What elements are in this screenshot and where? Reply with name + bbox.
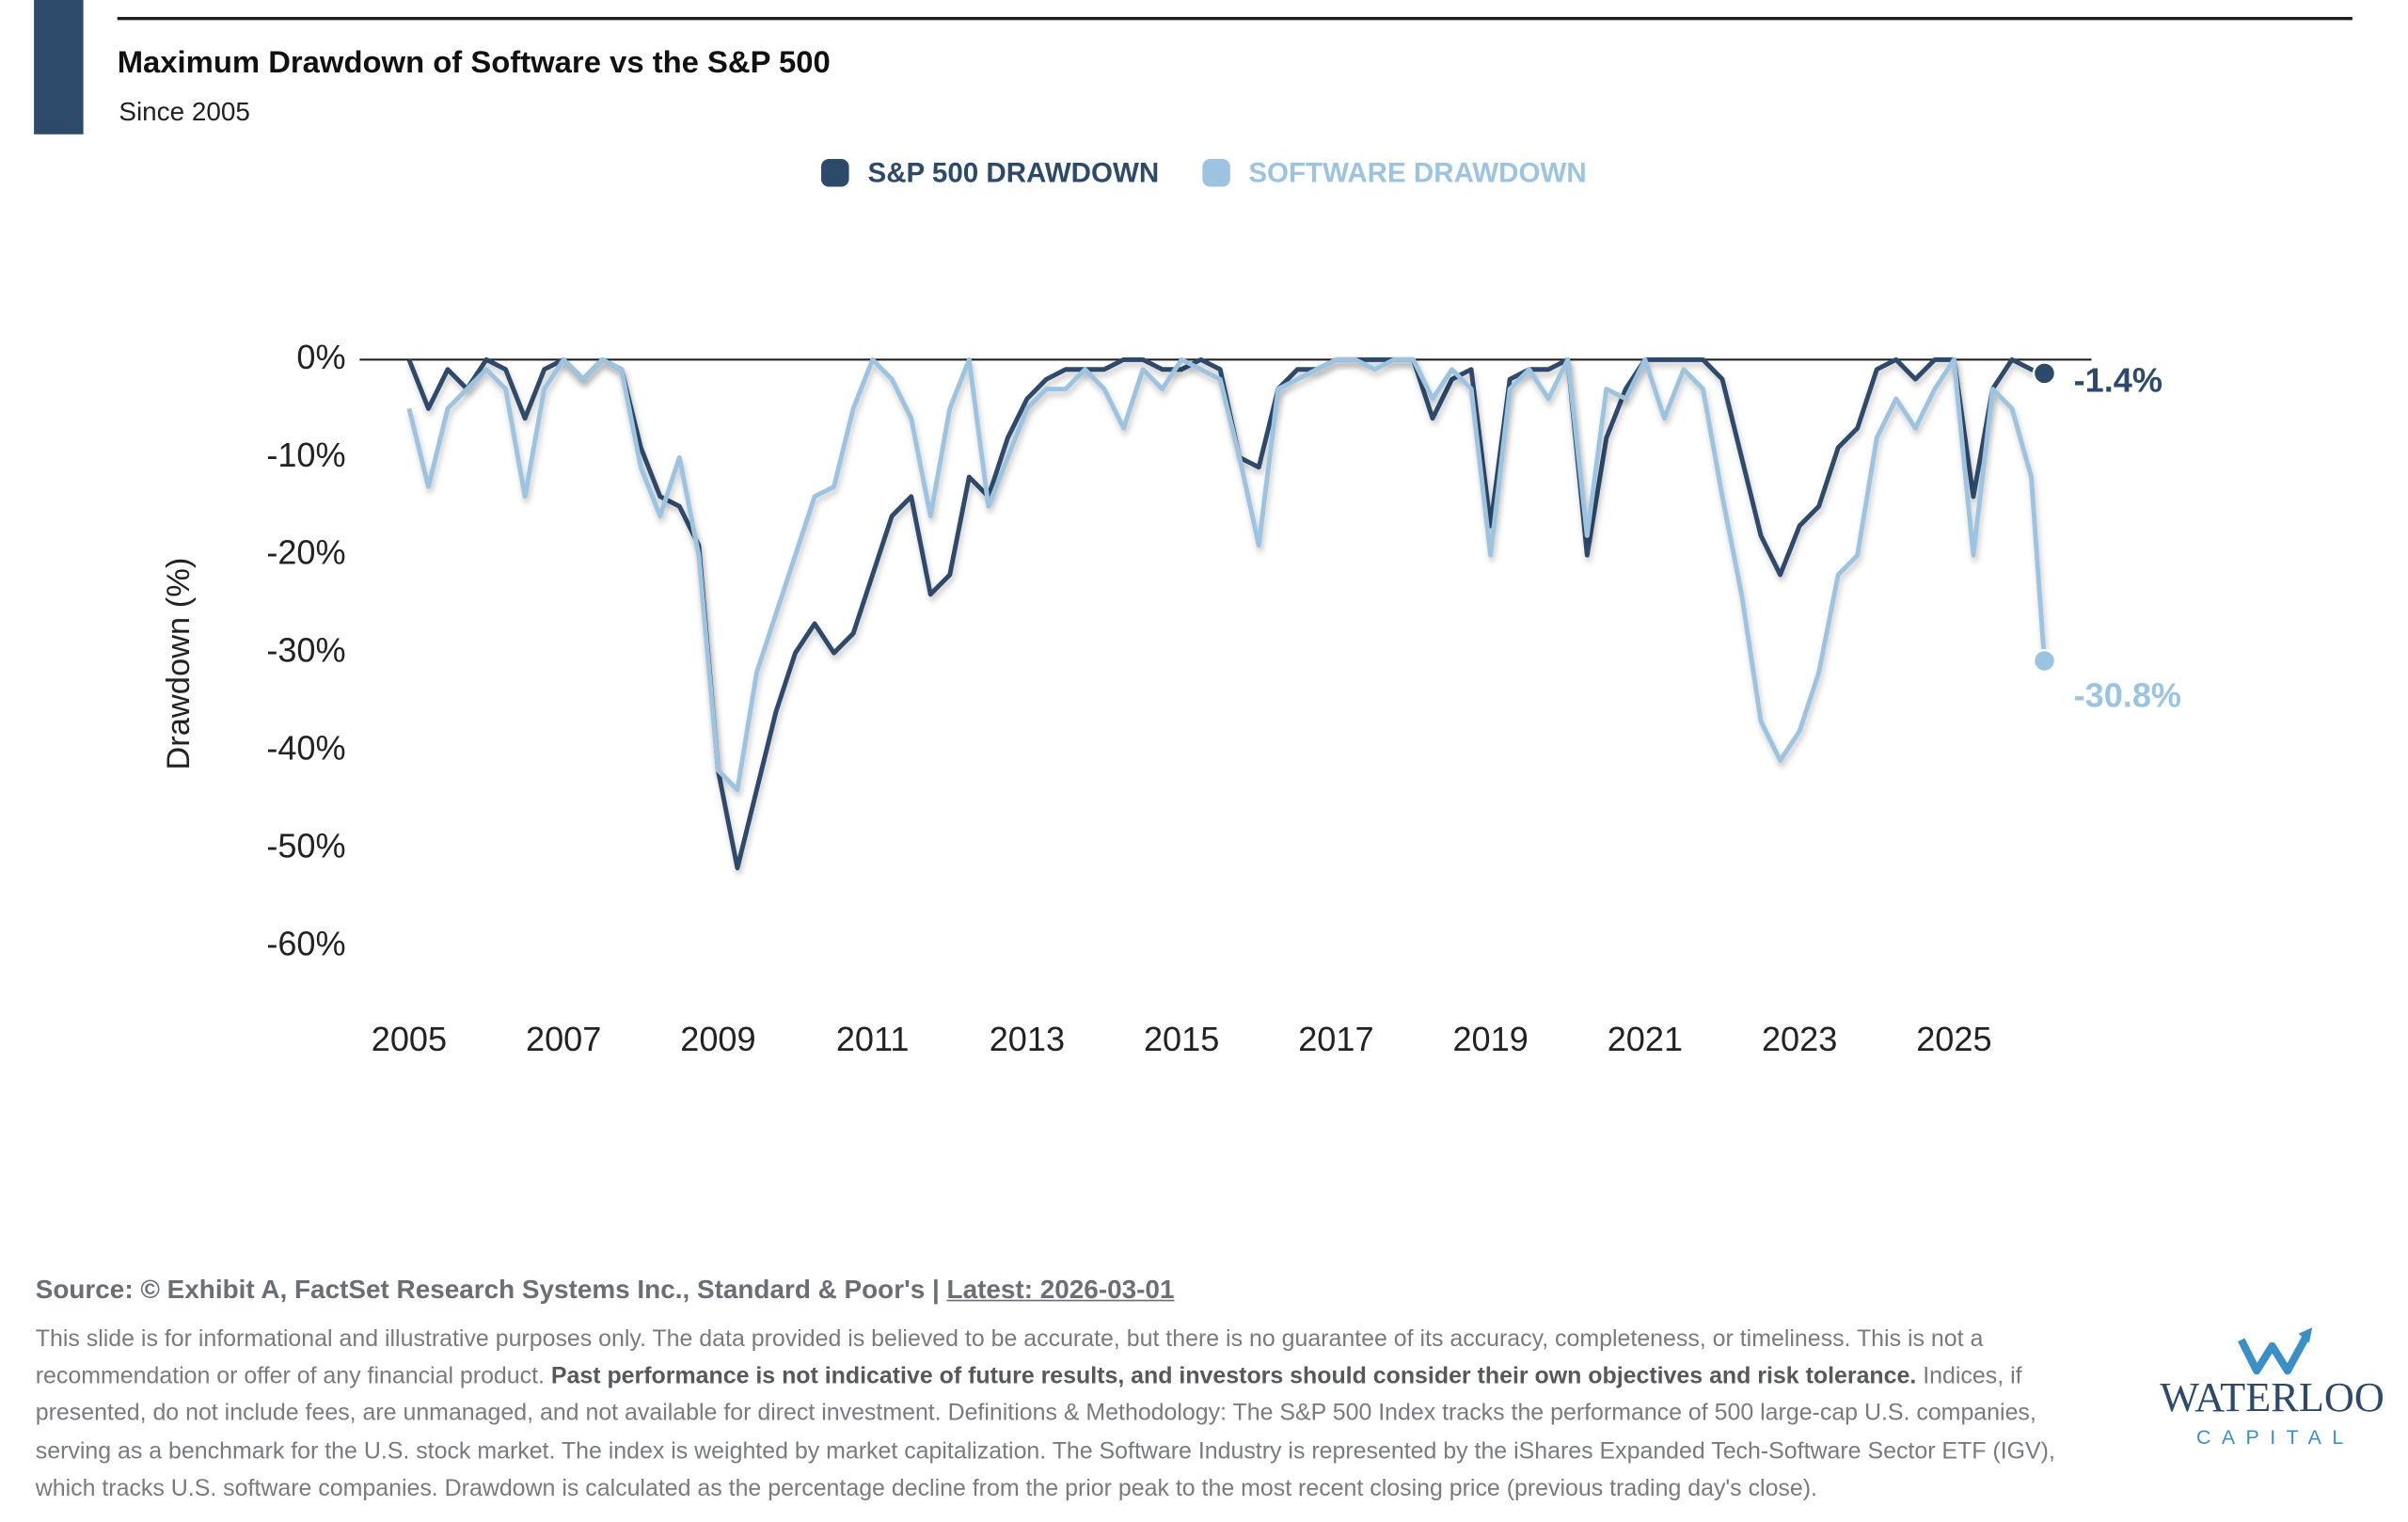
legend-swatch (821, 159, 849, 187)
x-tick-label: 2013 (990, 1020, 1065, 1058)
logo-name: WATERLOO (2160, 1374, 2384, 1420)
logo-sub: CAPITAL (2196, 1426, 2354, 1449)
chart: Drawdown (%) 0% -10% -20% -30% -40% -50% -60% 2… (161, 338, 2181, 1058)
legend-label: S&P 500 DRAWDOWN (867, 157, 1160, 189)
y-tick-label: -50% (266, 827, 345, 865)
end-dot (2032, 648, 2057, 674)
y-tick-label: -20% (266, 533, 345, 572)
disclaimer-bold: Past performance is not indicative of fu… (550, 1363, 1917, 1390)
x-tick-label: 2019 (1452, 1020, 1528, 1058)
y-tick-label: -10% (266, 436, 345, 474)
end-dot (2032, 361, 2057, 386)
x-tick-label: 2021 (1608, 1020, 1683, 1058)
end-label: -30.8% (2074, 675, 2181, 714)
x-tick-label: 2015 (1144, 1020, 1219, 1058)
x-tick-label: 2011 (836, 1020, 910, 1058)
x-tick-label: 2007 (526, 1020, 601, 1058)
latest-date: Latest: 2026-03-01 (946, 1275, 1175, 1305)
x-tick-label: 2025 (1916, 1020, 1991, 1058)
subtitle: Since 2005 (119, 97, 250, 127)
y-axis-label: Drawdown (%) (161, 558, 197, 770)
x-tick-label: 2005 (372, 1020, 447, 1058)
accent-bar (34, 0, 84, 135)
source-text: Source: © Exhibit A, FactSet Research Sy… (35, 1275, 947, 1305)
end-label: -1.4% (2074, 360, 2162, 399)
y-tick-label: -40% (266, 729, 345, 768)
legend-item: S&P 500 DRAWDOWN (821, 157, 1159, 189)
y-tick-label: -30% (266, 631, 345, 670)
x-tick-label: 2017 (1298, 1020, 1373, 1058)
x-tick-label: 2009 (680, 1020, 755, 1058)
logo-icon (2238, 1327, 2313, 1375)
disclaimer: This slide is for informational and illu… (36, 1322, 2097, 1509)
legend-item: SOFTWARE DRAWDOWN (1202, 157, 1587, 189)
source: Source: © Exhibit A, FactSet Research Sy… (36, 1275, 1175, 1306)
disclaimer-text: Indices, if presented, do not include fe… (35, 1363, 2055, 1502)
x-tick-label: 2023 (1762, 1020, 1837, 1058)
legend-swatch (1202, 159, 1230, 187)
legend-label: SOFTWARE DRAWDOWN (1248, 157, 1587, 189)
y-tick-label: 0% (296, 338, 345, 376)
disclaimer-text: This slide is for informational and illu… (35, 1325, 1984, 1390)
y-tick-label: -60% (266, 924, 345, 962)
legend: S&P 500 DRAWDOWN SOFTWARE DRAWDOWN (0, 157, 2408, 189)
series-line (406, 357, 2046, 871)
title: Maximum Drawdown of Software vs the S&P … (117, 46, 831, 81)
series-line (406, 357, 2047, 793)
